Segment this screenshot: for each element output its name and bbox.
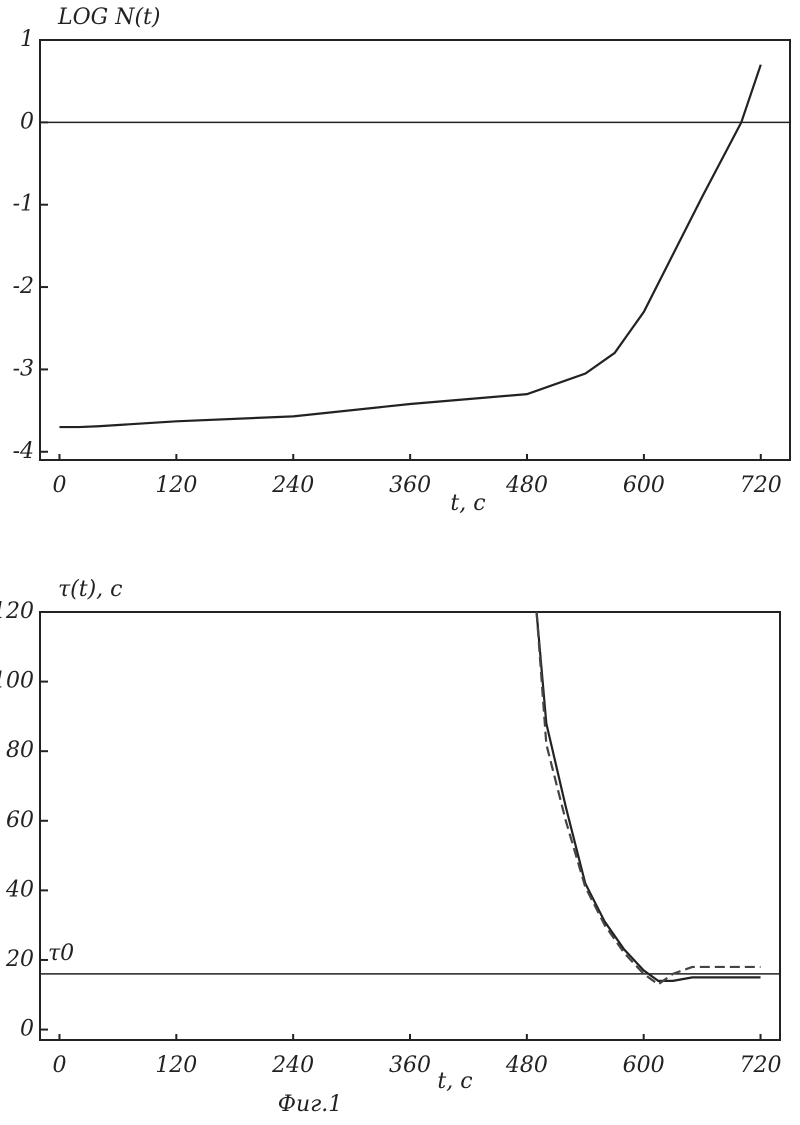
y-tick-label: 1 [20, 27, 34, 52]
y-tick-label: 0 [20, 1017, 34, 1042]
y-tick-label: 100 [0, 669, 34, 694]
x-tick-label: 480 [505, 1053, 548, 1078]
reference-label: τ0 [48, 941, 74, 966]
y-tick-label: 80 [6, 738, 34, 763]
data-line [537, 612, 761, 981]
x-tick-label: 120 [155, 1053, 197, 1078]
y-tick-label: -1 [13, 192, 34, 217]
x-tick-label: 240 [271, 1053, 314, 1078]
x-tick-label: 720 [740, 1053, 782, 1078]
x-axis-label: t, c [437, 1069, 472, 1094]
x-tick-label: 480 [505, 473, 548, 498]
x-tick-label: 600 [623, 473, 665, 498]
x-tick-label: 0 [52, 473, 66, 498]
y-tick-label: 120 [0, 599, 34, 624]
x-tick-label: 120 [155, 473, 197, 498]
x-tick-label: 720 [740, 473, 782, 498]
x-tick-label: 240 [271, 473, 314, 498]
y-tick-label: 20 [5, 947, 34, 972]
x-tick-label: 0 [52, 1053, 66, 1078]
y-tick-label: 40 [5, 877, 34, 902]
data-line [59, 65, 760, 427]
x-axis-label: t, c [450, 491, 485, 516]
y-tick-label: -4 [13, 439, 34, 464]
y-tick-label: 0 [20, 109, 34, 134]
x-tick-label: 600 [623, 1053, 665, 1078]
y-tick-label: 60 [6, 808, 34, 833]
y-tick-label: -3 [13, 356, 34, 381]
plot-frame [40, 612, 780, 1040]
caption: Фиг.1 [278, 1092, 343, 1117]
y-tick-label: -2 [13, 274, 34, 299]
y-axis-label: τ(t), c [58, 577, 123, 602]
x-tick-label: 360 [389, 473, 431, 498]
plot-frame [40, 40, 790, 460]
data-line [537, 612, 761, 984]
figure: Фиг.1 -4-3-2-1010120240360480600720LOG N… [0, 0, 800, 1125]
x-tick-label: 360 [389, 1053, 431, 1078]
y-axis-label: LOG N(t) [57, 5, 160, 30]
